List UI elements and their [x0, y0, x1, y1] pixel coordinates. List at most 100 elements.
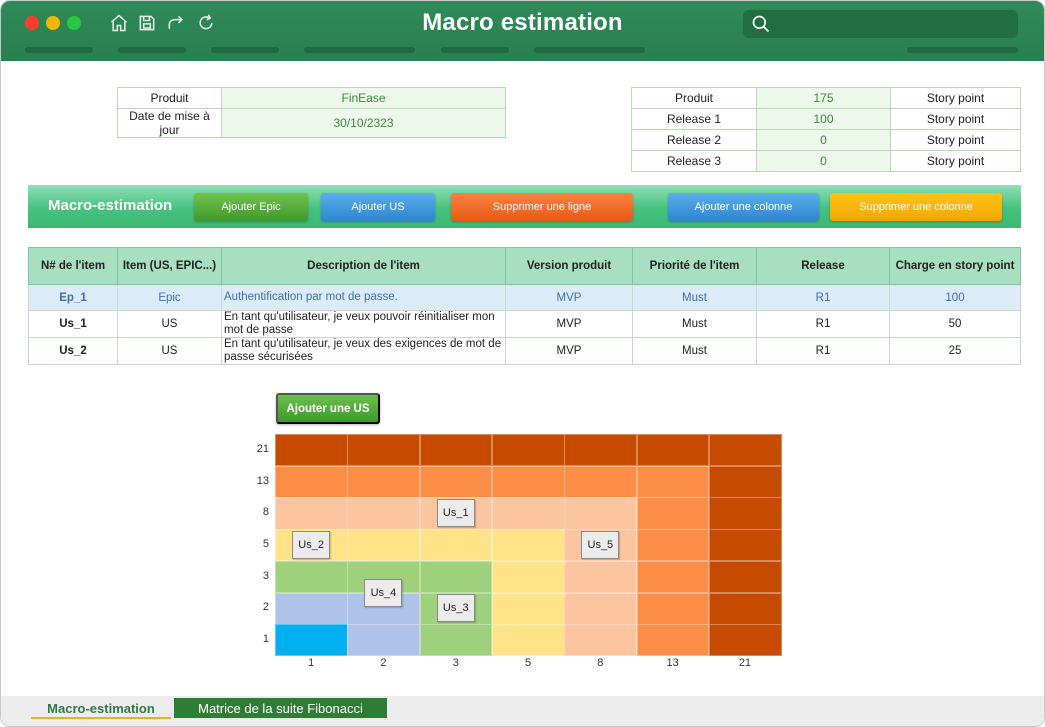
release-summary-table: Produit 175 Story point Release 1 100 St… [631, 87, 1021, 172]
search-input[interactable] [743, 10, 1018, 38]
matrix-cell [564, 560, 637, 593]
column-header[interactable]: Description de l'item [221, 247, 506, 285]
matrix-cell [564, 624, 637, 657]
section-title: Macro-estimation [48, 197, 173, 214]
story-card[interactable]: Us_5 [581, 530, 620, 559]
column-header[interactable]: Charge en story point [889, 247, 1021, 285]
tab-macro-estimation[interactable]: Macro-estimation [31, 701, 171, 719]
y-tick-label: 5 [262, 537, 269, 550]
x-tick-label: 13 [666, 657, 679, 669]
menu-item[interactable] [534, 47, 645, 53]
release-cell[interactable]: R1 [756, 284, 890, 311]
matrix-cell [564, 592, 637, 625]
column-header[interactable]: Item (US, EPIC...) [117, 247, 222, 285]
x-tick-label: 8 [597, 657, 604, 669]
table-row[interactable]: Us_1 US En tant qu'utilisateur, je veux … [28, 310, 1021, 338]
matrix-cell [419, 465, 493, 498]
column-header[interactable]: N# de l'item [28, 247, 118, 285]
matrix-cell [491, 529, 565, 562]
maximize-window-button[interactable] [67, 16, 81, 30]
home-icon[interactable] [109, 13, 129, 33]
priority-cell[interactable]: Must [632, 337, 757, 365]
story-card[interactable]: Us_1 [436, 499, 475, 528]
menu-item[interactable] [441, 47, 509, 53]
close-window-button[interactable] [25, 16, 39, 30]
matrix-cell [708, 497, 782, 530]
backlog-table: N# de l'item Item (US, EPIC...) Descript… [28, 247, 1021, 365]
menu-item[interactable] [211, 47, 279, 53]
y-tick-label: 8 [262, 506, 269, 519]
save-icon[interactable] [137, 13, 157, 33]
tab-fibonacci-matrix[interactable]: Matrice de la suite Fibonacci [174, 698, 387, 718]
table-row[interactable]: Ep_1 Epic Authentification par mot de pa… [28, 284, 1021, 311]
matrix-cell [275, 497, 348, 530]
macro-estimation-toolbar: Macro-estimation Ajouter Epic Ajouter US… [28, 185, 1021, 228]
matrix-cell [708, 465, 782, 498]
priority-cell[interactable]: Must [632, 284, 757, 311]
item-id-cell[interactable]: Us_1 [28, 310, 118, 338]
story-card[interactable]: Us_4 [364, 578, 403, 607]
refresh-icon[interactable] [196, 13, 216, 33]
x-tick-label: 2 [380, 657, 387, 669]
add-column-button[interactable]: Ajouter une colonne [668, 193, 819, 221]
charge-cell[interactable]: 25 [889, 337, 1021, 365]
delete-column-button[interactable]: Supprimer une colonne [830, 193, 1002, 221]
column-header[interactable]: Release [756, 247, 890, 285]
matrix-cell [708, 434, 782, 467]
summary-unit: Story point [890, 87, 1021, 109]
priority-cell[interactable]: Must [632, 310, 757, 338]
add-us-button[interactable]: Ajouter US [321, 193, 435, 221]
item-type-cell[interactable]: US [117, 337, 222, 365]
story-card[interactable]: Us_3 [436, 594, 475, 623]
matrix-cell [347, 497, 421, 530]
matrix-cell [564, 465, 637, 498]
matrix-cell [347, 624, 421, 657]
matrix-cell [636, 434, 710, 467]
matrix-cell [491, 465, 565, 498]
matrix-cell [636, 465, 710, 498]
menu-item[interactable] [304, 47, 415, 53]
matrix-cell [491, 434, 565, 467]
item-id-cell[interactable]: Us_2 [28, 337, 118, 365]
charge-cell[interactable]: 50 [889, 310, 1021, 338]
x-tick-label: 21 [738, 657, 752, 669]
matrix-cell [419, 434, 493, 467]
matrix-cell [636, 497, 710, 530]
column-header[interactable]: Priorité de l'item [632, 247, 757, 285]
add-story-button[interactable]: Ajouter une US [276, 393, 380, 424]
version-cell[interactable]: MVP [505, 337, 633, 365]
version-cell[interactable]: MVP [505, 310, 633, 338]
menu-item[interactable] [118, 47, 186, 53]
item-description-cell[interactable]: En tant qu'utilisateur, je veux des exig… [221, 337, 506, 365]
item-type-cell[interactable]: Epic [117, 284, 222, 311]
product-name-cell[interactable]: FinEase [221, 87, 506, 109]
item-id-cell[interactable]: Ep_1 [28, 284, 118, 311]
y-tick-label: 3 [262, 569, 269, 582]
menu-item[interactable] [25, 47, 93, 53]
y-tick-label: 21 [256, 442, 269, 455]
matrix-cell [564, 434, 637, 467]
item-description-cell[interactable]: En tant qu'utilisateur, je veux pouvoir … [221, 310, 506, 338]
story-card[interactable]: Us_2 [292, 530, 331, 559]
delete-row-button[interactable]: Supprimer une ligne [451, 193, 633, 221]
item-type-cell[interactable]: US [117, 310, 222, 338]
matrix-cell [708, 529, 782, 562]
release-cell[interactable]: R1 [756, 337, 890, 365]
redo-icon[interactable] [166, 13, 186, 33]
matrix-cell [275, 592, 348, 625]
product-info-table: Produit FinEase Date de mise à jour 30/1… [117, 87, 506, 138]
table-row[interactable]: Us_2 US En tant qu'utilisateur, je veux … [28, 337, 1021, 365]
charge-cell[interactable]: 100 [889, 284, 1021, 311]
add-epic-button[interactable]: Ajouter Epic [194, 193, 308, 221]
app-title: Macro estimation [422, 9, 623, 36]
minimize-window-button[interactable] [46, 16, 60, 30]
menu-item[interactable] [907, 47, 1018, 53]
version-cell[interactable]: MVP [505, 284, 633, 311]
release-cell[interactable]: R1 [756, 310, 890, 338]
x-tick-label: 3 [452, 657, 459, 669]
matrix-cell [419, 560, 493, 593]
item-description-cell[interactable]: Authentification par mot de passe. [221, 284, 506, 311]
update-date-cell[interactable]: 30/10/2323 [221, 108, 506, 138]
column-header[interactable]: Version produit [505, 247, 633, 285]
x-tick-label: 1 [308, 657, 315, 669]
